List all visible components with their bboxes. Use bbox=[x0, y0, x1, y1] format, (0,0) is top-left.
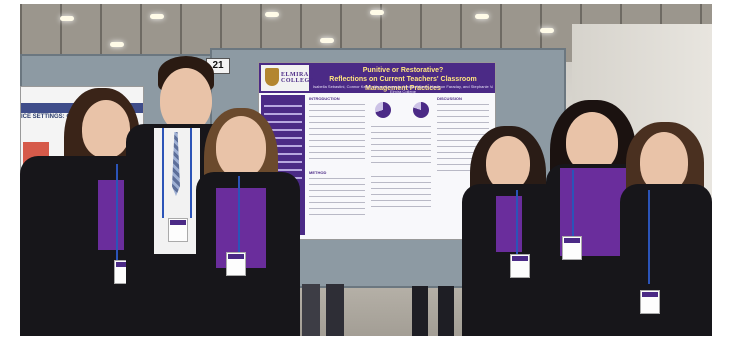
section-method: METHOD bbox=[309, 170, 327, 175]
ceiling-light bbox=[475, 14, 489, 19]
name-badge bbox=[226, 252, 246, 276]
poster-body: INTRODUCTION METHOD DISCUSSION bbox=[309, 96, 491, 235]
face bbox=[160, 68, 212, 132]
background-person-legs bbox=[302, 284, 320, 336]
name-badge bbox=[168, 218, 188, 242]
pie-chart bbox=[375, 102, 391, 118]
left-poster-title: ICE SETTINGS: OBJECTIV bbox=[21, 114, 97, 120]
background-person-legs bbox=[412, 286, 428, 336]
ceiling-light bbox=[540, 28, 554, 33]
ceiling-light bbox=[110, 42, 124, 47]
poster-authors: Isabella Sebastini, Connor Keller, Aliso… bbox=[313, 84, 493, 94]
college-logo: ELMIRA COLLEGE bbox=[261, 65, 314, 91]
ceiling-light bbox=[60, 16, 74, 21]
name-badge bbox=[510, 254, 530, 278]
ceiling-light bbox=[265, 12, 279, 17]
name-badge bbox=[562, 236, 582, 260]
conference-photo: 21 ICE SETTINGS: OBJECTIV ELMIRA COLLEGE… bbox=[20, 4, 712, 336]
ceiling-light bbox=[370, 10, 384, 15]
background-person-legs bbox=[438, 286, 454, 336]
background-person-legs bbox=[326, 284, 344, 336]
name-badge bbox=[640, 290, 660, 314]
face bbox=[486, 136, 530, 190]
poster-header: ELMIRA COLLEGE Punitive or Restorative? … bbox=[259, 63, 495, 94]
ceiling-light bbox=[150, 14, 164, 19]
section-introduction: INTRODUCTION bbox=[309, 96, 340, 101]
ceiling-light bbox=[320, 38, 334, 43]
pie-chart bbox=[413, 102, 429, 118]
research-poster: ELMIRA COLLEGE Punitive or Restorative? … bbox=[258, 62, 496, 240]
shield-icon bbox=[265, 68, 279, 86]
face bbox=[640, 132, 688, 192]
face bbox=[82, 100, 130, 158]
striped-tie bbox=[172, 132, 180, 196]
face bbox=[566, 112, 618, 172]
section-discussion: DISCUSSION bbox=[437, 96, 462, 101]
face bbox=[216, 116, 266, 178]
poster-title: Punitive or Restorative? Reflections on … bbox=[329, 67, 477, 92]
